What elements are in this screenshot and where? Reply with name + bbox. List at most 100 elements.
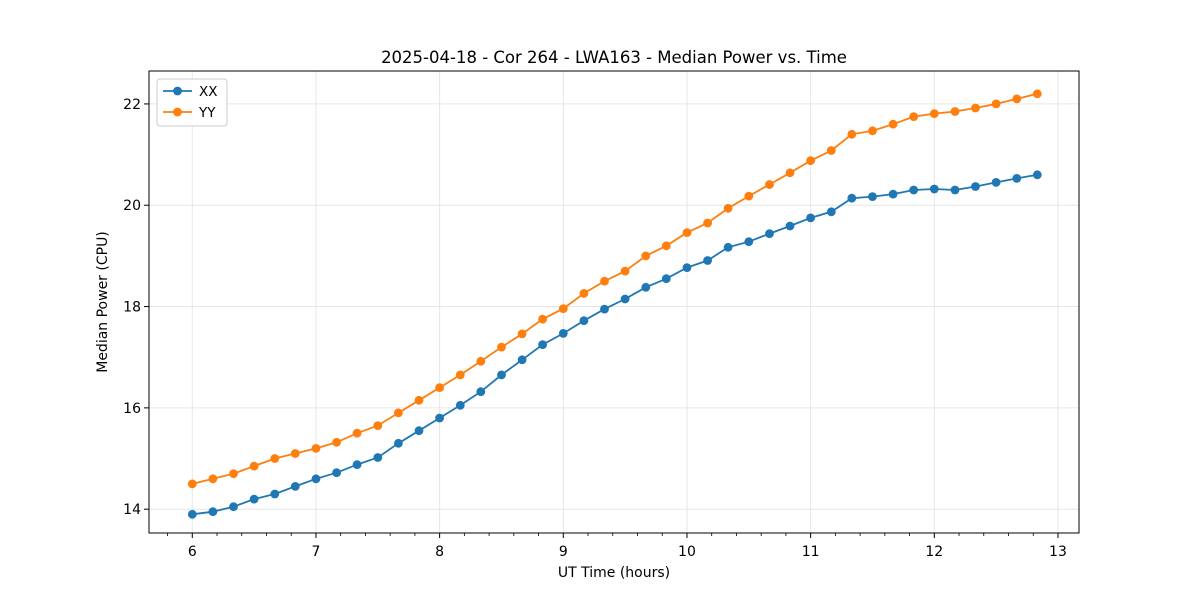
y-tick-label: 20 <box>123 198 141 214</box>
data-point <box>270 489 280 499</box>
x-tick-label: 12 <box>925 544 943 560</box>
data-point <box>744 237 754 247</box>
data-point <box>476 356 486 366</box>
data-point <box>847 193 857 203</box>
data-series <box>187 89 1042 519</box>
data-point <box>414 395 424 405</box>
data-point <box>558 304 568 313</box>
data-point <box>929 109 939 118</box>
data-point <box>600 304 609 314</box>
x-tick-label: 13 <box>1049 544 1067 560</box>
data-point <box>290 449 300 458</box>
data-point <box>620 294 630 304</box>
data-point <box>1032 170 1042 180</box>
data-point <box>806 213 815 223</box>
data-point <box>579 289 589 298</box>
data-point <box>1012 174 1022 183</box>
data-point <box>847 129 857 139</box>
data-point <box>703 256 712 265</box>
data-point <box>579 316 589 326</box>
data-point <box>868 126 877 136</box>
data-point <box>538 314 547 324</box>
data-point <box>208 507 218 517</box>
y-tick-label: 14 <box>123 502 141 518</box>
data-point <box>950 107 960 116</box>
data-point <box>352 460 362 469</box>
data-point <box>517 355 527 365</box>
data-point <box>229 502 238 512</box>
data-point <box>641 251 651 261</box>
data-point <box>909 112 919 121</box>
x-tick-label: 7 <box>311 544 320 560</box>
gridlines <box>149 71 1079 533</box>
data-point <box>991 178 1001 187</box>
data-point <box>332 468 341 478</box>
data-point <box>249 494 259 504</box>
data-point <box>929 184 939 194</box>
x-tick-label: 10 <box>678 544 696 560</box>
legend-sample-marker <box>173 86 182 96</box>
data-point <box>765 229 774 239</box>
data-point <box>455 370 465 380</box>
data-point <box>290 482 300 491</box>
data-point <box>1012 94 1022 104</box>
legend <box>156 78 228 127</box>
data-point <box>785 221 795 231</box>
data-point <box>249 461 259 471</box>
x-tick-label: 11 <box>802 544 820 560</box>
series-line-xx <box>192 173 1038 516</box>
y-axis-label: Median Power (CPU) <box>95 231 111 373</box>
data-point <box>950 185 960 195</box>
y-tick-label: 16 <box>123 401 141 417</box>
data-point <box>394 438 403 448</box>
data-point <box>373 421 383 430</box>
data-point <box>435 383 444 392</box>
x-axis-label: UT Time (hours) <box>558 565 670 581</box>
y-tick-label: 18 <box>123 300 141 316</box>
data-point <box>455 400 465 410</box>
data-point <box>620 266 630 276</box>
data-point <box>1032 89 1042 99</box>
data-point <box>971 182 980 191</box>
data-point <box>661 274 671 284</box>
data-point <box>826 207 836 217</box>
data-point <box>187 479 197 489</box>
data-point <box>187 509 197 519</box>
axis-tick-labels: 6 7 8 9 10 11 12 13 14 16 18 20 22 <box>123 97 1067 560</box>
data-point <box>682 228 692 238</box>
data-point <box>785 168 795 178</box>
data-point <box>723 242 733 252</box>
data-point <box>909 185 919 195</box>
data-point <box>826 146 836 155</box>
data-point <box>868 192 877 202</box>
series-yy <box>187 89 1042 489</box>
chart-title: 2025-04-18 - Cor 264 - LWA163 - Median P… <box>381 48 847 67</box>
y-tick-label: 22 <box>123 97 141 113</box>
data-point <box>558 329 568 338</box>
data-point <box>517 329 527 339</box>
data-point <box>744 191 754 201</box>
data-point <box>270 454 280 463</box>
data-point <box>311 444 321 453</box>
data-point <box>394 408 403 418</box>
plot-area <box>148 70 1080 534</box>
data-point <box>332 437 341 447</box>
x-tick-label: 6 <box>188 544 197 560</box>
legend-label-yy: YY <box>198 105 216 121</box>
axis-ticks <box>144 103 1059 538</box>
data-point <box>476 387 486 397</box>
data-point <box>311 474 321 484</box>
data-point <box>435 413 444 423</box>
data-point <box>373 453 383 462</box>
data-point <box>600 276 609 286</box>
x-tick-label: 9 <box>559 544 568 560</box>
legend-sample-marker <box>173 107 182 117</box>
series-line-yy <box>192 92 1038 485</box>
data-point <box>703 218 712 228</box>
data-point <box>888 189 898 199</box>
series-xx <box>187 170 1042 519</box>
data-point <box>991 99 1001 109</box>
data-point <box>497 342 506 352</box>
